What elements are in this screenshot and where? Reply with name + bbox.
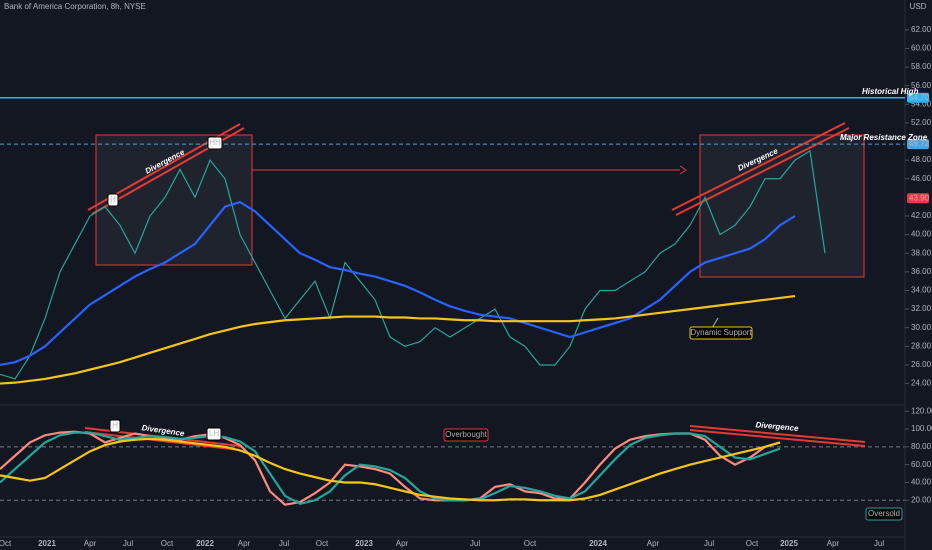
annotation: H xyxy=(109,419,121,433)
x-tick-label: Oct xyxy=(161,539,174,548)
trend-line xyxy=(671,122,846,211)
y-tick-label: 100.00 xyxy=(911,424,932,433)
y-tick-label: 120.00 xyxy=(911,406,932,415)
y-tick-label: 32.00 xyxy=(911,304,932,313)
y-tick-label: 38.00 xyxy=(911,248,932,257)
y-tick-label: 46.00 xyxy=(911,174,932,183)
y-tick-label: 52.00 xyxy=(911,118,932,127)
y-tick-label: 24.00 xyxy=(911,379,932,388)
currency: USD xyxy=(910,2,927,11)
y-tick-label: 80.00 xyxy=(911,442,932,451)
series-line xyxy=(0,431,781,506)
annotation: Oversold xyxy=(865,507,903,521)
series-line xyxy=(0,437,781,502)
level-name: Historical High xyxy=(862,87,919,96)
annotation-text: H xyxy=(110,195,116,204)
x-tick-label: Jul xyxy=(279,539,289,548)
x-tick-label: 2021 xyxy=(38,539,56,548)
x-tick-label: Apr xyxy=(647,539,660,548)
y-tick-label: 34.00 xyxy=(911,286,932,295)
annotation-text: Overbought xyxy=(445,430,488,439)
arrow-head xyxy=(679,165,687,175)
y-tick-label: 56.00 xyxy=(911,81,932,90)
annotation-text: LH xyxy=(209,429,219,438)
y-tick-label: 40.00 xyxy=(911,230,932,239)
x-tick-label: Oct xyxy=(316,539,329,548)
last-price-badge xyxy=(907,193,929,204)
x-tick-label: Apr xyxy=(84,539,97,548)
y-tick-label: 48.00 xyxy=(911,155,932,164)
series-line xyxy=(0,149,826,380)
y-tick-label: 36.00 xyxy=(911,267,932,276)
trend-line xyxy=(689,429,866,447)
divergence-box xyxy=(699,134,865,278)
divergence-box xyxy=(95,134,253,266)
y-tick-label: 28.00 xyxy=(911,341,932,350)
x-tick-label: 2025 xyxy=(780,539,798,548)
x-tick-label: Apr xyxy=(827,539,840,548)
level-badge-label: 54.70 xyxy=(909,93,930,102)
last-price-label: 43.90 xyxy=(909,193,930,202)
annotation-box xyxy=(109,419,121,433)
series-line xyxy=(0,294,796,385)
series-line xyxy=(0,430,781,506)
x-tick-label: Oct xyxy=(0,539,12,548)
series-line xyxy=(0,200,796,367)
y-tick-label: 42.00 xyxy=(911,211,932,220)
annotation-box xyxy=(206,427,222,441)
annotation-text: Oversold xyxy=(868,509,900,518)
y-tick-label: 62.00 xyxy=(911,25,932,34)
annotation-text: Dynamic Support xyxy=(690,328,752,337)
x-tick-label: Apr xyxy=(396,539,409,548)
y-tick-label: 26.00 xyxy=(911,360,932,369)
annotation: Overbought xyxy=(443,428,489,442)
annotation-box xyxy=(689,326,753,340)
annotation-box xyxy=(865,507,903,521)
x-tick-label: Jul xyxy=(874,539,884,548)
x-tick-label: Oct xyxy=(524,539,537,548)
y-tick-label: 60.00 xyxy=(911,460,932,469)
y-tick-label: 20.00 xyxy=(911,495,932,504)
trend-line xyxy=(689,425,866,443)
y-tick-label: 40.00 xyxy=(911,478,932,487)
y-tick-label: 60.00 xyxy=(911,44,932,53)
x-tick-label: Jul xyxy=(123,539,133,548)
x-tick-label: 2024 xyxy=(589,539,607,548)
annotation: H xyxy=(107,193,119,207)
level-name: Major Resistance Zone xyxy=(840,133,928,142)
annotation-text: HH xyxy=(209,138,221,147)
annotation-text: Divergence xyxy=(755,420,799,433)
x-tick-label: Jul xyxy=(704,539,714,548)
annotation-box xyxy=(107,193,119,207)
x-tick-label: Apr xyxy=(238,539,251,548)
x-tick-label: Jul xyxy=(470,539,480,548)
annotation-text: H xyxy=(112,421,118,430)
level-badge xyxy=(907,92,929,103)
x-tick-label: 2023 xyxy=(355,539,373,548)
level-badge xyxy=(907,139,929,150)
level-badge-label: 49.72 xyxy=(909,139,930,148)
y-tick-label: 58.00 xyxy=(911,62,932,71)
y-tick-label: 30.00 xyxy=(911,323,932,332)
x-tick-label: 2022 xyxy=(196,539,214,548)
annotation: LH xyxy=(206,427,222,441)
trend-line xyxy=(675,127,850,216)
annotation: Dynamic Support xyxy=(689,326,753,340)
callout-line xyxy=(711,317,719,329)
y-tick-label: 54.00 xyxy=(911,99,932,108)
annotation-box xyxy=(207,136,223,150)
annotation: Divergence xyxy=(755,420,799,433)
x-tick-label: Oct xyxy=(746,539,759,548)
trend-line xyxy=(84,431,241,451)
annotation-box xyxy=(443,428,489,442)
chart-title: Bank of America Corporation, 8h, NYSE xyxy=(4,2,146,11)
annotation: HH xyxy=(207,136,223,150)
